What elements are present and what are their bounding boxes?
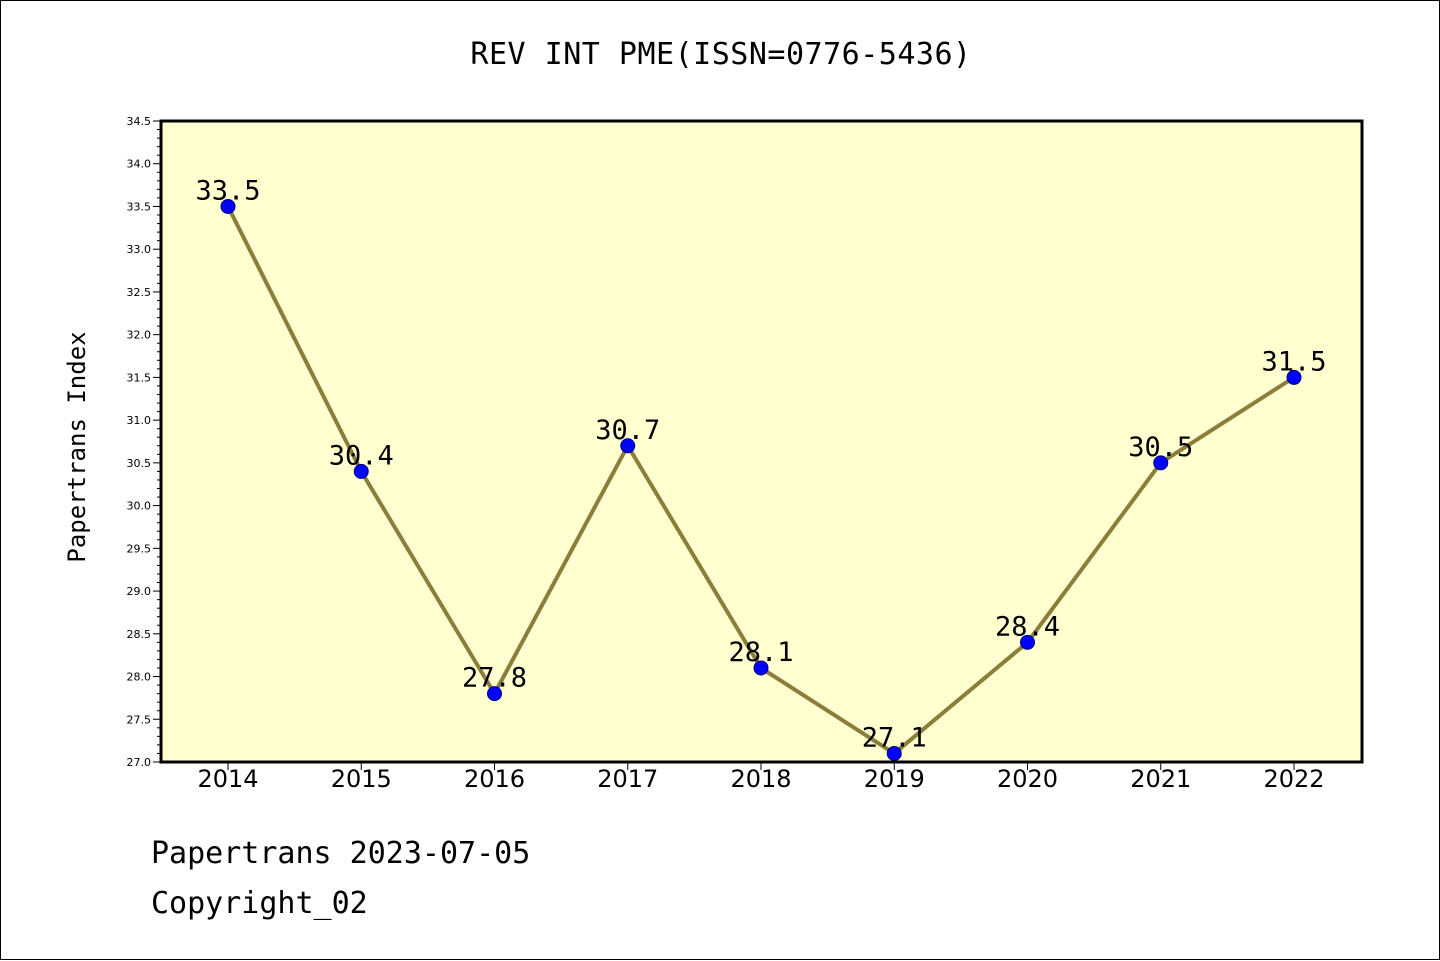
y-tick-label: 31.0 <box>127 414 152 427</box>
y-axis-label: Papertrans Index <box>63 331 91 562</box>
y-axis-ticks: 27.0 27.5 28.0 28.5 29.0 29.5 30.0 30.5 31.0 31.5… <box>127 115 161 769</box>
y-tick-label: 30.5 <box>127 457 152 470</box>
y-tick-label: 34.0 <box>127 158 152 171</box>
data-point <box>220 198 236 214</box>
plot-area <box>161 121 1362 762</box>
x-tick-label: 2014 <box>197 765 258 793</box>
data-label: 30.5 <box>1128 432 1193 463</box>
x-tick-label: 2022 <box>1263 765 1324 793</box>
footer-copyright: Copyright_02 <box>151 886 368 921</box>
y-tick-label: 30.0 <box>127 500 152 513</box>
x-axis-ticks: 2014 2015 2016 2017 2018 2019 2020 2021 2022 <box>197 762 1325 793</box>
data-point <box>1020 634 1035 650</box>
footer-date: Papertrans 2023-07-05 <box>151 836 531 871</box>
data-label: 30.4 <box>329 440 394 471</box>
data-label: 28.4 <box>995 611 1060 642</box>
data-label: 28.1 <box>728 637 793 668</box>
x-tick-label: 2021 <box>1130 765 1191 793</box>
data-label: 30.7 <box>595 415 660 446</box>
y-tick-label: 29.5 <box>127 542 152 555</box>
data-label: 27.8 <box>462 663 527 694</box>
x-tick-label: 2015 <box>331 765 392 793</box>
y-tick-label: 27.0 <box>127 756 152 769</box>
data-point <box>753 660 769 676</box>
data-point <box>620 438 636 454</box>
data-labels: 33.5 30.4 27.8 30.7 28.1 27.1 28.4 30.5 31.5 <box>195 175 1326 753</box>
series-markers <box>220 198 1302 761</box>
data-point <box>353 463 369 479</box>
data-point <box>1153 455 1169 471</box>
plot-frame <box>159 119 1364 764</box>
x-tick-label: 2019 <box>864 765 925 793</box>
y-tick-label: 32.5 <box>127 286 152 299</box>
y-tick-label: 28.0 <box>127 671 152 684</box>
x-tick-label: 2018 <box>730 765 791 793</box>
data-label: 31.5 <box>1261 346 1326 377</box>
y-tick-label: 34.5 <box>127 115 152 128</box>
y-tick-label: 33.5 <box>127 200 152 213</box>
y-tick-label: 27.5 <box>127 713 152 726</box>
y-tick-label: 32.0 <box>127 329 152 342</box>
data-label: 27.1 <box>862 722 927 753</box>
chart-title: REV INT PME(ISSN=0776-5436) <box>470 37 972 72</box>
data-point <box>1286 369 1302 385</box>
y-tick-label: 29.0 <box>127 585 152 598</box>
y-tick-label: 28.5 <box>127 628 152 641</box>
data-point <box>487 686 502 702</box>
x-tick-label: 2016 <box>464 765 525 793</box>
y-tick-label: 33.0 <box>127 243 152 256</box>
y-tick-label: 31.5 <box>127 371 152 384</box>
data-label: 33.5 <box>195 175 260 206</box>
data-point <box>886 745 902 761</box>
x-tick-label: 2020 <box>997 765 1058 793</box>
x-tick-label: 2017 <box>597 765 658 793</box>
